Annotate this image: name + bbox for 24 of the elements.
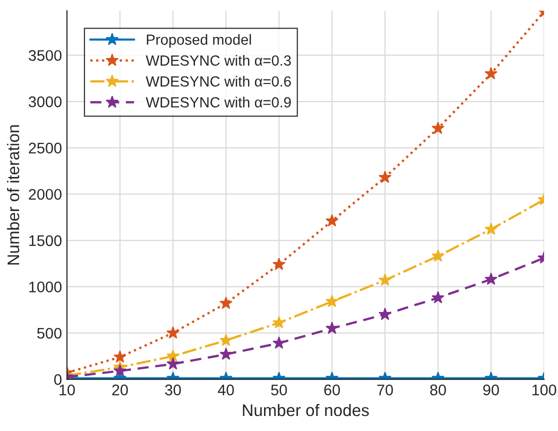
x-tick-label: 90 (483, 384, 499, 396)
x-tick-label: 30 (165, 384, 181, 396)
y-axis-title: Number of iteration (7, 125, 20, 265)
y-tick-label: 500 (37, 328, 62, 339)
y-tick-label: 0 (54, 374, 62, 385)
x-tick-label: 40 (218, 384, 234, 396)
y-tick-label: 3000 (28, 96, 62, 108)
y-tick-label: 1000 (29, 282, 62, 292)
y-tick-label: 3500 (28, 50, 62, 61)
legend-label: WDESYNC with α=0.6 (146, 76, 291, 87)
x-tick-label: 60 (324, 384, 340, 396)
y-tick-label: 1500 (29, 235, 62, 246)
x-tick-label: 20 (112, 384, 128, 396)
legend-label: WDESYNC with α=0.9 (146, 96, 291, 108)
x-tick-label: 100 (532, 384, 556, 396)
x-tick-label: 80 (430, 384, 446, 396)
y-tick-label: 2500 (28, 142, 62, 154)
legend-label: WDESYNC with α=0.3 (146, 54, 291, 66)
x-tick-label: 70 (377, 384, 393, 396)
legend-label: Proposed model (146, 34, 251, 48)
x-tick-label: 10 (60, 384, 75, 396)
y-tick-label: 2000 (28, 188, 62, 200)
x-axis-title: Number of nodes (242, 404, 369, 416)
x-tick-label: 50 (271, 384, 287, 396)
